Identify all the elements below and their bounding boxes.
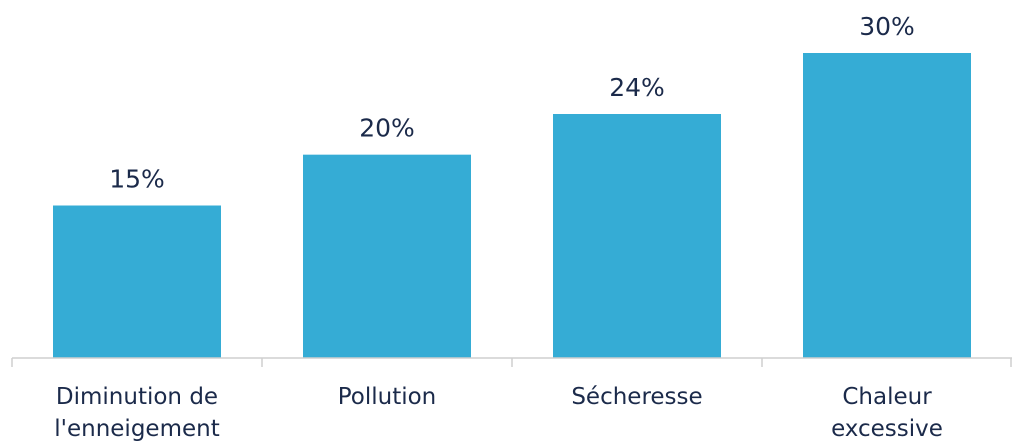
value-labels-group: 15% 20% 24% 30% [109,12,915,194]
category-label-2: Pollution [338,384,437,410]
bar-3 [553,114,721,358]
category-label-line: l'enneigement [54,416,219,442]
bar-2 [303,154,471,358]
category-label-line: Diminution de [56,384,218,410]
bars-group [53,53,971,358]
category-label-3: Sécheresse [571,384,702,410]
category-label-4: Chaleur excessive [831,384,943,442]
bar-1 [53,205,221,358]
x-axis-ticks-group [11,358,1012,367]
category-label-line: Chaleur [842,384,932,410]
value-label-3: 24% [609,73,665,102]
value-label-2: 20% [359,114,415,143]
value-label-1: 15% [109,165,165,194]
category-label-line: excessive [831,416,943,442]
category-labels-group: Diminution de l'enneigement Pollution Séche… [54,384,943,442]
bar-4 [803,53,971,358]
category-label-line: Pollution [338,384,437,410]
value-label-4: 30% [859,12,915,41]
category-label-line: Sécheresse [571,384,702,410]
category-label-1: Diminution de l'enneigement [54,384,219,442]
